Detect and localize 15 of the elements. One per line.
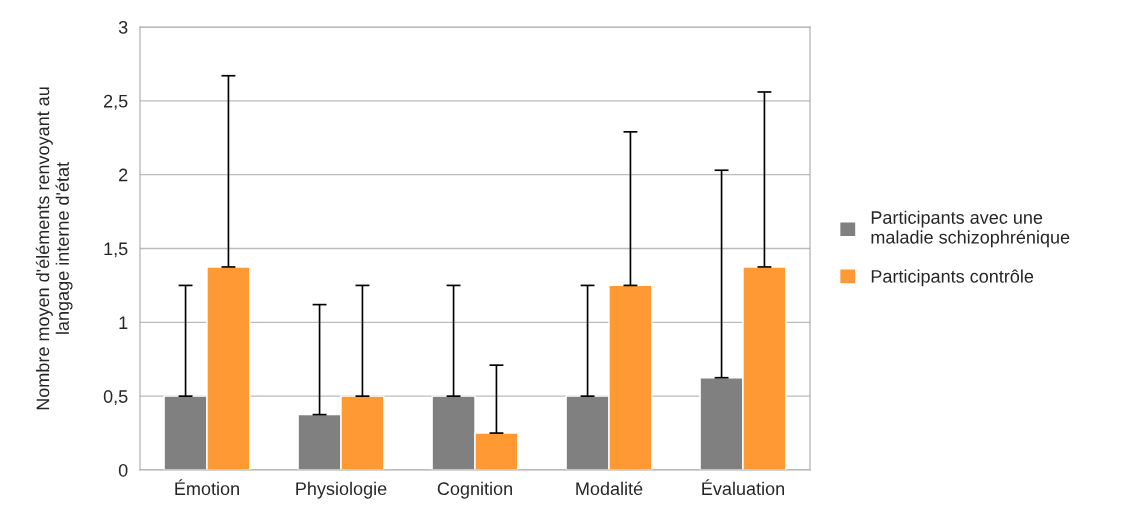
legend-label: Participants contrôle <box>871 269 1034 287</box>
y-tick-label: 0,5 <box>103 390 128 406</box>
legend-label: Participants avec une maladie schizophrénique <box>871 210 1070 248</box>
x-tick-label: Cognition <box>437 481 512 499</box>
y-tick-label: 2 <box>119 168 128 182</box>
x-tick-label: Modalité <box>576 481 643 496</box>
x-tick-label: Émotion <box>175 479 239 496</box>
y-tick-label: 0 <box>118 463 128 477</box>
x-tick-label: Physiologie <box>296 481 387 499</box>
x-tick-label: Évaluation <box>702 479 784 496</box>
y-axis-title: Nombre moyen d'éléments renvoyant au langage interne d'état <box>35 87 73 410</box>
y-tick-label: 3 <box>118 20 128 34</box>
y-tick-label: 2,5 <box>104 94 128 110</box>
y-tick-label: 1 <box>119 316 128 329</box>
y-tick-label: 1,5 <box>104 242 128 258</box>
